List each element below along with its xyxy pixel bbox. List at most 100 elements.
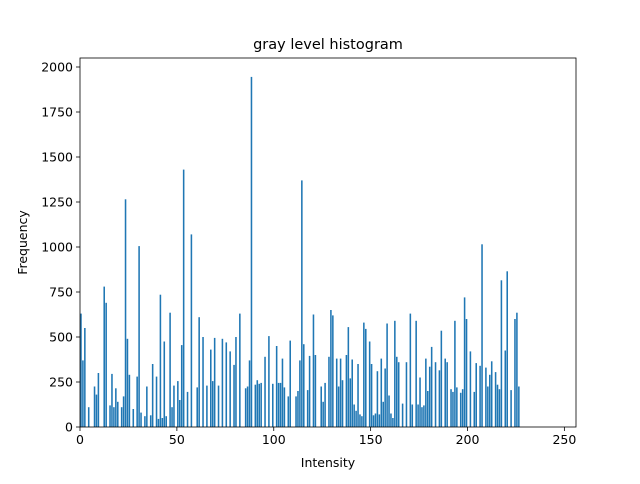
histogram-bar — [221, 338, 224, 427]
histogram-bar — [82, 360, 84, 427]
histogram-bar — [138, 246, 140, 427]
histogram-bar — [301, 180, 303, 427]
histogram-bar — [510, 390, 512, 427]
histogram-bar — [80, 313, 82, 427]
histogram-bar — [186, 391, 189, 427]
histogram-bar — [306, 390, 309, 427]
histogram-bar — [516, 312, 518, 427]
histogram-bar — [144, 416, 146, 427]
histogram-bar — [322, 401, 324, 427]
histogram-bar — [359, 414, 361, 427]
histogram-bar — [283, 387, 286, 427]
histogram-bar — [256, 380, 259, 427]
histogram-bar — [308, 355, 311, 427]
histogram-bar — [500, 280, 503, 427]
histogram-bar — [295, 396, 297, 427]
histogram-bar — [105, 302, 107, 427]
histogram-bar — [180, 345, 183, 427]
histogram-bar — [332, 315, 334, 427]
histogram-bar — [146, 386, 148, 427]
histogram-bar — [275, 346, 278, 427]
histogram-bar — [485, 367, 487, 427]
histogram-bar — [312, 314, 315, 427]
histogram-bar — [469, 351, 472, 427]
y-axis-label: Frequency — [15, 210, 30, 275]
histogram-bar — [328, 356, 330, 427]
x-tick-label: 50 — [169, 432, 185, 447]
histogram-bar — [213, 337, 216, 427]
histogram-bar — [463, 297, 466, 427]
histogram-bar — [428, 366, 431, 427]
histogram-bar — [165, 416, 167, 427]
histogram-bar — [217, 385, 220, 427]
histogram-bar — [417, 404, 419, 427]
histogram-bar — [357, 364, 359, 427]
histogram-bar — [163, 341, 166, 427]
histogram-bar — [489, 374, 491, 427]
histogram-bar — [246, 386, 249, 427]
histogram-bar — [374, 413, 377, 427]
histogram-bar — [504, 350, 507, 427]
histogram-bar — [225, 342, 228, 427]
histogram-bar — [409, 313, 412, 427]
histogram-bar — [459, 392, 462, 427]
histogram-bar — [456, 387, 458, 427]
histogram-bar — [427, 391, 429, 427]
histogram-bar — [421, 407, 423, 427]
histogram-bar — [159, 294, 162, 427]
histogram-bar — [339, 358, 342, 427]
histogram-bar — [452, 391, 454, 427]
histogram-bar — [239, 313, 241, 427]
histogram-bar — [378, 414, 381, 427]
histogram-bar — [97, 373, 100, 427]
y-tick-label: 1750 — [41, 105, 73, 120]
y-tick-label: 500 — [49, 330, 73, 345]
histogram-bar — [401, 403, 404, 427]
histogram-bar — [281, 358, 284, 427]
histogram-bar — [355, 410, 357, 427]
histogram-bar — [337, 386, 340, 427]
histogram-bar — [347, 327, 350, 427]
histogram-bar — [93, 386, 96, 427]
histogram-bar — [155, 376, 158, 427]
histogram-bar — [341, 380, 344, 427]
histogram-bar — [289, 340, 291, 427]
histogram-bar — [248, 360, 251, 427]
histogram-bar — [161, 418, 164, 427]
histogram-bar — [450, 389, 452, 427]
histogram-bar — [140, 412, 142, 427]
histogram-bar — [454, 320, 456, 427]
histogram-bar — [330, 310, 332, 427]
histogram-bar — [109, 405, 111, 427]
histogram-bar — [518, 386, 520, 427]
y-tick-label: 1250 — [41, 195, 73, 210]
histogram-bar — [396, 356, 398, 427]
histogram-bar — [128, 374, 131, 427]
histogram-bar — [351, 359, 353, 427]
histogram-bar — [202, 337, 204, 427]
histogram-bar — [206, 385, 208, 427]
histogram-bar — [405, 362, 408, 427]
histogram-bar — [235, 337, 237, 427]
histogram-bar — [173, 385, 175, 427]
x-tick-label: 0 — [76, 432, 84, 447]
histogram-bar — [411, 404, 414, 427]
histogram-bar — [260, 382, 262, 427]
histogram-bar — [446, 362, 448, 427]
histogram-bar — [211, 381, 214, 427]
histogram-bar — [465, 319, 468, 427]
histogram-bar — [87, 407, 90, 427]
histogram-bar — [361, 416, 363, 427]
histogram-bar — [177, 381, 179, 427]
histogram-bar — [279, 382, 282, 427]
histogram-bar — [157, 418, 160, 427]
histogram-bar — [423, 405, 425, 427]
histogram-bar — [368, 341, 371, 427]
histogram-bar — [115, 388, 117, 427]
histogram-bar — [254, 384, 257, 427]
y-tick-label: 250 — [49, 375, 73, 390]
y-axis-ticks: 0 250 500 750 1000 1250 1500 1750 2000 — [41, 60, 80, 435]
histogram-bar — [169, 312, 171, 427]
